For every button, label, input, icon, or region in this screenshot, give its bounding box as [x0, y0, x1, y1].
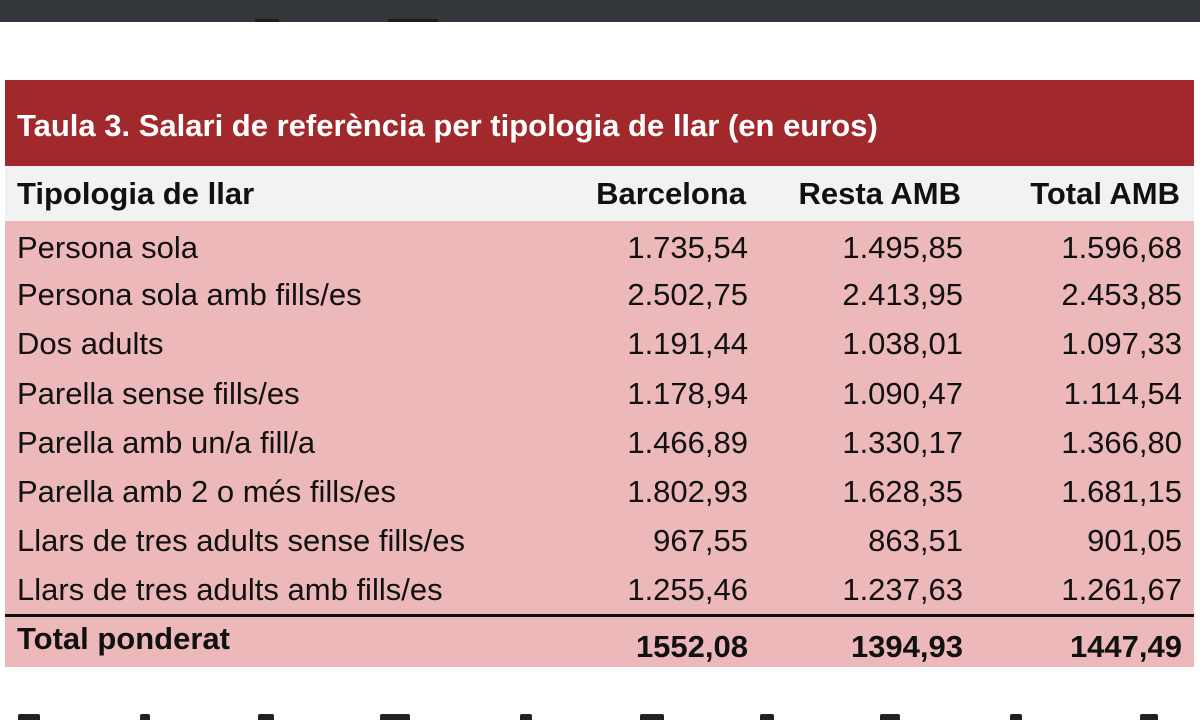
cell-resta-amb: 2.413,95: [842, 276, 963, 312]
column-header-tipologia: Tipologia de llar: [17, 175, 255, 211]
row-label: Parella amb un/a fill/a: [17, 424, 316, 460]
total-label: Total ponderat: [17, 621, 230, 657]
row-label: Llars de tres adults amb fills/es: [17, 571, 443, 607]
column-header-barcelona: Barcelona: [596, 175, 746, 211]
row-label: Parella sense fills/es: [17, 375, 300, 411]
toolbar-indicator: [255, 19, 279, 22]
total-resta-amb: 1394,93: [850, 629, 963, 665]
total-total-amb: 1447,49: [1069, 629, 1182, 665]
cell-resta-amb: 1.038,01: [842, 326, 963, 362]
viewer-toolbar: [0, 0, 1200, 22]
cell-total-amb: 1.261,67: [1061, 571, 1182, 607]
table-row: Persona sola amb fills/es 2.502,75 2.413…: [5, 270, 1194, 320]
cell-barcelona: 1.802,93: [627, 474, 748, 510]
table-row: Persona sola 1.735,54 1.495,85 1.596,68: [5, 221, 1194, 271]
cell-barcelona: 1.735,54: [627, 229, 748, 265]
cell-resta-amb: 1.330,17: [842, 424, 963, 460]
total-barcelona: 1552,08: [635, 629, 748, 665]
table-row: Llars de tres adults amb fills/es 1.255,…: [5, 566, 1194, 616]
total-row: Total ponderat 1552,08 1394,93 1447,49: [5, 615, 1194, 668]
cell-resta-amb: 1.495,85: [842, 229, 963, 265]
salary-table-container: Taula 3. Salari de referència per tipolo…: [5, 80, 1194, 668]
row-label: Parella amb 2 o més fills/es: [17, 474, 397, 510]
cell-barcelona: 1.178,94: [627, 375, 748, 411]
cell-resta-amb: 1.237,63: [842, 571, 963, 607]
cell-barcelona: 1.466,89: [627, 424, 748, 460]
cell-total-amb: 1.097,33: [1061, 326, 1182, 362]
table-header-row: Tipologia de llar Barcelona Resta AMB To…: [5, 166, 1194, 221]
table-row: Llars de tres adults sense fills/es 967,…: [5, 516, 1194, 567]
row-label: Dos adults: [17, 326, 164, 362]
table-title: Taula 3. Salari de referència per tipolo…: [5, 80, 1194, 166]
cell-total-amb: 2.453,85: [1061, 276, 1182, 312]
cell-barcelona: 1.191,44: [627, 326, 748, 362]
table-row: Dos adults 1.191,44 1.038,01 1.097,33: [5, 319, 1194, 369]
column-header-resta-amb: Resta AMB: [798, 175, 962, 211]
cell-barcelona: 967,55: [653, 523, 748, 559]
cut-off-text-line: [0, 712, 1200, 720]
table-row: Parella sense fills/es 1.178,94 1.090,47…: [5, 368, 1194, 419]
cell-total-amb: 1.366,80: [1061, 424, 1182, 460]
cell-barcelona: 1.255,46: [627, 571, 748, 607]
row-label: Persona sola: [17, 229, 198, 265]
table-row: Parella amb 2 o més fills/es 1.802,93 1.…: [5, 467, 1194, 517]
salary-table: Tipologia de llar Barcelona Resta AMB To…: [5, 166, 1194, 668]
toolbar-indicator: [388, 19, 438, 22]
row-label: Persona sola amb fills/es: [17, 276, 362, 312]
cell-total-amb: 1.596,68: [1061, 229, 1182, 265]
cell-resta-amb: 863,51: [868, 523, 963, 559]
column-header-total-amb: Total AMB: [1030, 175, 1180, 211]
table-row: Parella amb un/a fill/a 1.466,89 1.330,1…: [5, 418, 1194, 468]
cell-total-amb: 901,05: [1087, 523, 1182, 559]
cell-total-amb: 1.114,54: [1063, 375, 1182, 411]
row-label: Llars de tres adults sense fills/es: [17, 523, 465, 559]
cell-resta-amb: 1.090,47: [842, 375, 963, 411]
cell-barcelona: 2.502,75: [627, 276, 748, 312]
cell-total-amb: 1.681,15: [1061, 474, 1182, 510]
cell-resta-amb: 1.628,35: [842, 474, 963, 510]
